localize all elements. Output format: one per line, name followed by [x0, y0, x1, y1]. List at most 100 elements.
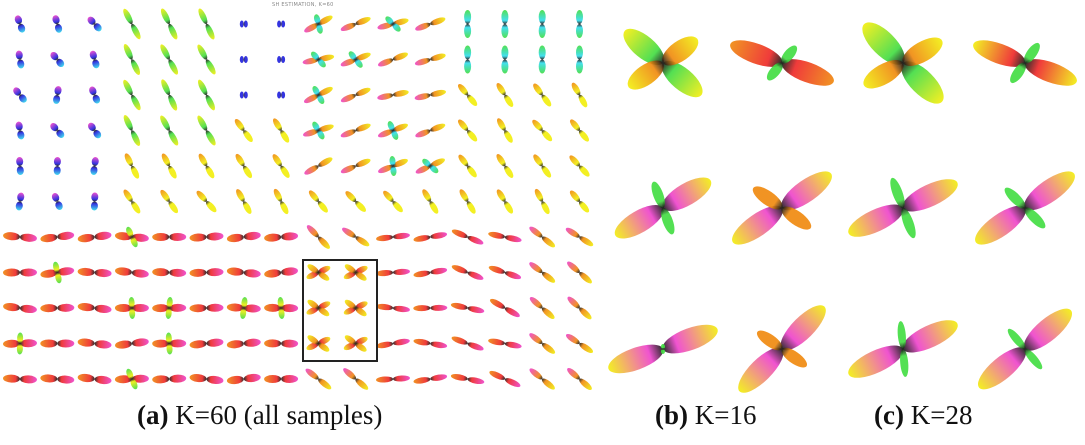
odf-glyph-a-r0-c1 [52, 15, 63, 33]
odf-glyph-a-r7-c12 [451, 265, 484, 280]
odf-glyph-a-r3-c2 [88, 122, 102, 139]
odf-glyph-a-r2-c10 [377, 90, 409, 100]
odf-glyph-a-r10-c10 [376, 375, 410, 383]
odf-glyph-a-r9-c14 [529, 333, 556, 354]
odf-glyph-a-r0-c11 [415, 17, 446, 31]
odf-glyph-a-r3-c12 [458, 119, 478, 142]
odf-glyph-a-r1-c14 [538, 45, 546, 74]
odf-glyph-a-r7-c8 [306, 264, 331, 281]
odf-glyph-a-r6-c15 [565, 227, 594, 247]
odf-glyph-c-r2-c0 [848, 320, 958, 378]
odf-glyph-a-r6-c4 [152, 232, 187, 242]
odf-glyph-a-r9-c3 [115, 338, 149, 349]
odf-glyph-a-r3-c15 [570, 119, 589, 142]
odf-glyph-a-r1-c7 [277, 56, 286, 63]
odf-glyph-c-r0-c1 [973, 40, 1077, 86]
caption-b: (b) K=16 [655, 400, 756, 431]
odf-glyph-a-r9-c5 [189, 338, 224, 349]
odf-glyph-a-r2-c9 [340, 87, 371, 103]
odf-glyph-a-r5-c13 [496, 189, 514, 214]
odf-glyph-a-r1-c4 [160, 44, 179, 75]
odf-glyph-a-r8-c9 [343, 299, 368, 317]
odf-glyph-a-r9-c11 [413, 338, 448, 349]
odf-glyph-a-r10-c1 [40, 374, 75, 384]
odf-glyph-b-r0-c1 [730, 40, 834, 86]
odf-glyph-a-r6-c8 [306, 225, 330, 249]
odf-glyph-a-r7-c6 [226, 267, 261, 278]
odf-glyph-a-r2-c15 [571, 82, 588, 108]
odf-glyph-a-r0-c10 [377, 16, 409, 32]
odf-glyph-a-r3-c6 [234, 119, 253, 142]
odf-glyph-a-r2-c1 [53, 86, 62, 104]
odf-glyph-a-r4-c3 [124, 153, 140, 179]
odf-glyph-a-r3-c9 [340, 123, 371, 138]
odf-glyph-b-r0-c0 [623, 28, 703, 98]
odf-glyph-a-r5-c3 [123, 189, 141, 214]
caption-a-label: (a) [137, 400, 169, 430]
odf-glyph-a-r1-c9 [340, 51, 371, 68]
odf-glyph-a-r0-c0 [14, 15, 26, 33]
odf-glyph-a-r9-c15 [565, 333, 594, 354]
odf-glyph-a-r4-c13 [496, 154, 514, 178]
odf-glyph-a-r1-c13 [501, 45, 509, 74]
odf-glyph-a-r6-c10 [376, 232, 410, 242]
odf-glyph-a-r3-c11 [415, 123, 446, 138]
odf-glyph-a-r2-c14 [533, 83, 552, 107]
odf-glyph-a-r3-c4 [160, 115, 179, 146]
odf-glyph-a-r1-c8 [302, 51, 335, 68]
caption-b-text: K=16 [694, 400, 757, 430]
odf-glyph-a-r3-c8 [303, 121, 334, 140]
odf-glyph-a-r2-c13 [496, 83, 514, 107]
caption-c-text: K=28 [910, 400, 973, 430]
odf-glyph-a-r3-c5 [197, 115, 216, 146]
odf-glyph-a-r3-c14 [532, 119, 553, 142]
odf-glyph-a-r8-c6 [226, 297, 261, 319]
odf-glyph-a-r10-c0 [3, 374, 37, 384]
caption-a: (a) K=60 (all samples) [137, 400, 382, 431]
odf-glyph-a-r2-c11 [414, 89, 446, 101]
odf-glyph-a-r2-c4 [161, 79, 178, 111]
odf-glyph-a-r0-c15 [576, 10, 583, 38]
odf-glyph-a-r6-c1 [40, 231, 75, 243]
odf-glyph-a-r0-c5 [198, 8, 215, 40]
caption-c-label: (c) [874, 400, 904, 430]
odf-glyph-a-r4-c1 [53, 157, 61, 175]
odf-glyph-a-r9-c9 [343, 335, 368, 352]
odf-glyph-a-r0-c6 [239, 20, 248, 28]
odf-glyph-a-r5-c15 [569, 190, 590, 213]
odf-glyph-a-r10-c7 [264, 374, 299, 384]
odf-glyph-a-r7-c11 [413, 267, 448, 278]
odf-glyph-a-r7-c2 [77, 267, 112, 278]
odf-glyph-a-r8-c13 [489, 298, 520, 318]
odf-glyph-a-r4-c14 [533, 154, 552, 178]
odf-glyph-a-r0-c13 [501, 10, 509, 38]
odf-glyph-a-r1-c1 [50, 51, 65, 68]
odf-glyph-a-r7-c7 [264, 267, 298, 278]
odf-glyph-a-r8-c1 [40, 303, 75, 313]
odf-glyph-a-r8-c14 [529, 297, 555, 319]
odf-glyph-c-r2-c1 [977, 308, 1073, 390]
odf-glyph-a-r9-c1 [40, 339, 75, 348]
odf-glyph-a-r0-c7 [277, 20, 286, 28]
odf-glyph-a-r1-c0 [15, 50, 25, 69]
odf-glyph-a-r5-c14 [534, 188, 550, 215]
odf-glyph-a-r2-c3 [123, 79, 141, 111]
odf-glyph-a-r6-c7 [264, 232, 299, 242]
odf-glyph-a-r9-c2 [77, 338, 112, 349]
odf-glyph-a-r4-c5 [198, 153, 215, 179]
odf-glyph-a-r10-c3 [114, 368, 149, 390]
odf-glyph-a-r2-c5 [198, 79, 215, 111]
odf-glyph-a-r10-c6 [226, 373, 261, 385]
odf-glyph-a-r5-c10 [383, 190, 403, 213]
odf-glyph-a-r7-c4 [152, 268, 187, 277]
odf-glyph-a-r4-c9 [340, 158, 371, 174]
odf-glyph-a-r4-c2 [90, 157, 99, 175]
odf-glyph-a-r7-c3 [115, 267, 149, 278]
highlight-box [302, 259, 378, 362]
odf-glyph-a-r1-c3 [123, 44, 141, 75]
odf-glyph-a-r5-c8 [308, 190, 328, 213]
odf-glyph-a-r3-c7 [272, 118, 290, 143]
odf-glyph-a-r10-c9 [343, 368, 369, 390]
odf-glyph-a-r5-c9 [345, 191, 366, 212]
odf-glyph-a-r2-c7 [277, 91, 286, 99]
